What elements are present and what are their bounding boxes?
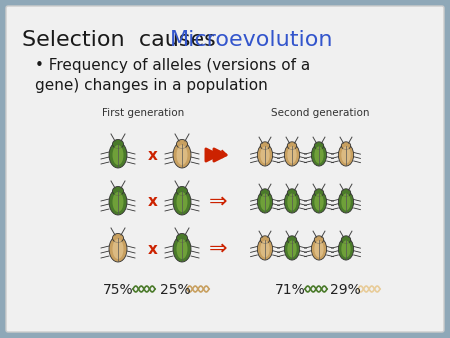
Text: Second generation: Second generation xyxy=(271,108,369,118)
Ellipse shape xyxy=(257,238,273,260)
Ellipse shape xyxy=(287,193,297,211)
Text: x: x xyxy=(148,241,158,257)
Ellipse shape xyxy=(287,241,297,258)
FancyBboxPatch shape xyxy=(6,6,444,332)
Ellipse shape xyxy=(338,238,354,260)
Ellipse shape xyxy=(260,236,270,243)
Text: • Frequency of alleles (versions of a
gene) changes in a population: • Frequency of alleles (versions of a ge… xyxy=(35,58,310,93)
Ellipse shape xyxy=(176,187,188,195)
Text: x: x xyxy=(148,194,158,210)
Ellipse shape xyxy=(284,191,300,213)
Ellipse shape xyxy=(284,238,300,260)
Ellipse shape xyxy=(260,146,270,164)
Ellipse shape xyxy=(311,191,327,213)
Ellipse shape xyxy=(338,144,354,166)
Ellipse shape xyxy=(109,236,127,262)
Text: x: x xyxy=(148,147,158,163)
Text: ⇒: ⇒ xyxy=(209,192,227,212)
Text: Selection  causes: Selection causes xyxy=(22,30,223,50)
Ellipse shape xyxy=(260,193,270,211)
Ellipse shape xyxy=(176,140,188,148)
Ellipse shape xyxy=(311,238,327,260)
Ellipse shape xyxy=(260,241,270,258)
Ellipse shape xyxy=(173,142,191,168)
Ellipse shape xyxy=(176,145,188,165)
Text: 29%: 29% xyxy=(329,283,360,297)
Ellipse shape xyxy=(314,189,324,196)
Ellipse shape xyxy=(287,236,297,243)
Text: 71%: 71% xyxy=(274,283,306,297)
Ellipse shape xyxy=(314,241,324,258)
Ellipse shape xyxy=(338,191,354,213)
Ellipse shape xyxy=(314,193,324,211)
Ellipse shape xyxy=(257,144,273,166)
Ellipse shape xyxy=(112,145,123,165)
Ellipse shape xyxy=(112,234,123,242)
Ellipse shape xyxy=(176,239,188,259)
Ellipse shape xyxy=(287,142,297,149)
Text: Microevolution: Microevolution xyxy=(170,30,333,50)
Ellipse shape xyxy=(112,239,123,259)
Ellipse shape xyxy=(112,187,123,195)
Ellipse shape xyxy=(112,140,123,148)
Text: ⇒: ⇒ xyxy=(209,145,227,165)
Ellipse shape xyxy=(341,241,351,258)
Ellipse shape xyxy=(314,146,324,164)
Ellipse shape xyxy=(284,144,300,166)
Ellipse shape xyxy=(260,189,270,196)
Ellipse shape xyxy=(341,193,351,211)
Ellipse shape xyxy=(341,142,351,149)
Ellipse shape xyxy=(176,192,188,212)
Ellipse shape xyxy=(109,189,127,215)
Ellipse shape xyxy=(176,234,188,242)
Ellipse shape xyxy=(314,236,324,243)
Ellipse shape xyxy=(311,144,327,166)
Ellipse shape xyxy=(341,189,351,196)
Text: 75%: 75% xyxy=(103,283,133,297)
Ellipse shape xyxy=(173,236,191,262)
Text: ⇒: ⇒ xyxy=(209,239,227,259)
Ellipse shape xyxy=(109,142,127,168)
Ellipse shape xyxy=(173,189,191,215)
Ellipse shape xyxy=(287,146,297,164)
Ellipse shape xyxy=(112,192,123,212)
Text: First generation: First generation xyxy=(102,108,184,118)
Ellipse shape xyxy=(341,236,351,243)
Ellipse shape xyxy=(257,191,273,213)
Ellipse shape xyxy=(260,142,270,149)
Ellipse shape xyxy=(341,146,351,164)
Text: 25%: 25% xyxy=(160,283,190,297)
Ellipse shape xyxy=(287,189,297,196)
Ellipse shape xyxy=(314,142,324,149)
